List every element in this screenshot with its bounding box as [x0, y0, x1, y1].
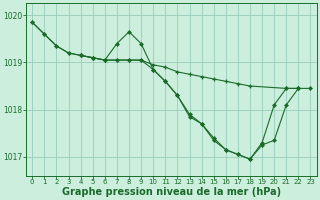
X-axis label: Graphe pression niveau de la mer (hPa): Graphe pression niveau de la mer (hPa) [62, 187, 281, 197]
